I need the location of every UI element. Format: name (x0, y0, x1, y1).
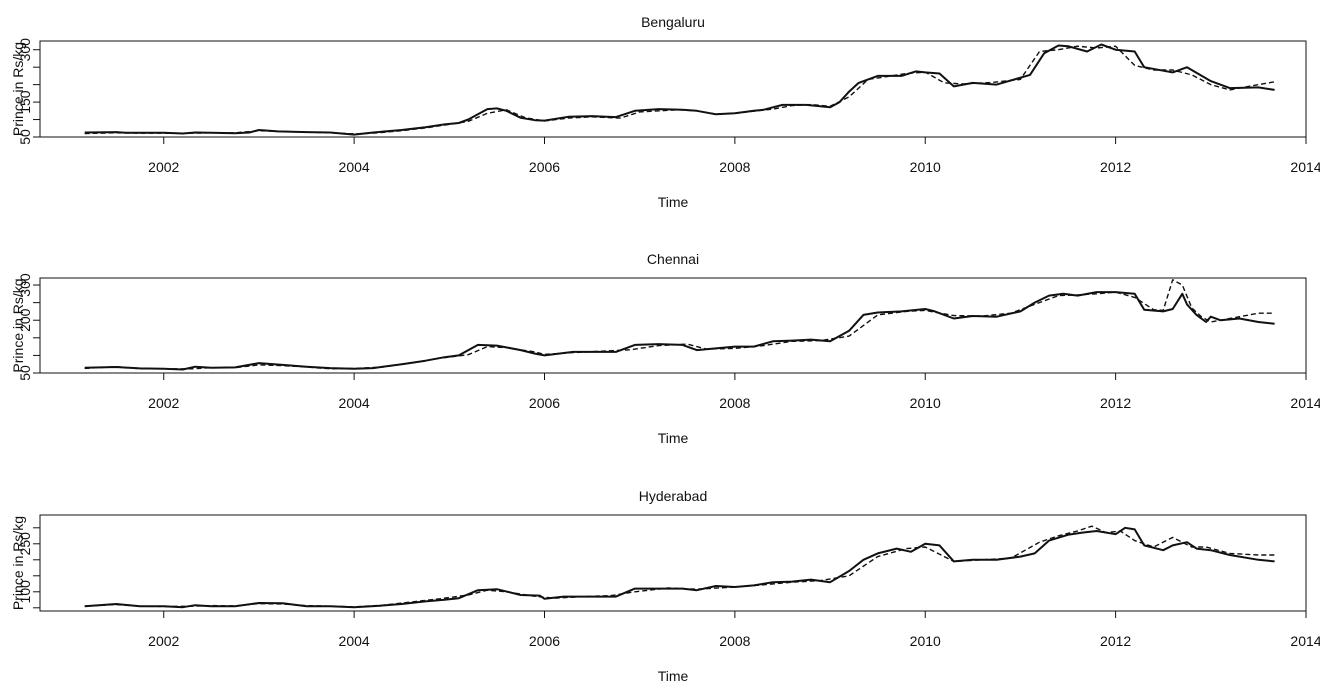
plot-frame (39, 40, 1307, 138)
x-tick-label: 2004 (339, 633, 370, 649)
x-tick-label: 2008 (719, 159, 750, 175)
x-tick-label: 2012 (1100, 159, 1131, 175)
x-tick-label: 2012 (1100, 395, 1131, 411)
x-tick-label: 2008 (719, 633, 750, 649)
panel-chennai: Chennai 2002 2004 2006 2008 2010 2012 2014 50 200… (10, 251, 1320, 446)
x-axis-label: Time (658, 194, 689, 210)
x-tick-label: 2014 (1290, 633, 1320, 649)
x-tick-label: 2014 (1290, 159, 1320, 175)
y-tick-label: 50 (17, 365, 33, 381)
y-axis-label: Prince in Rs/kg (10, 42, 26, 136)
x-tick-label: 2010 (910, 159, 941, 175)
x-tick-label: 2002 (148, 395, 179, 411)
y-axis-label: Prince in Rs/kg (10, 278, 26, 372)
y-tick-label: 250 (17, 532, 33, 556)
y-tick-label: 300 (17, 38, 33, 62)
x-tick-label: 2010 (910, 395, 941, 411)
x-tick-label: 2002 (148, 159, 179, 175)
series-line-dashed (84, 525, 1275, 608)
x-axis-label: Time (658, 668, 689, 684)
y-tick-label: 50 (17, 129, 33, 145)
series-line-solid (84, 291, 1275, 371)
plot-frame (39, 514, 1307, 612)
x-tick-label: 2014 (1290, 395, 1320, 411)
x-tick-label: 2008 (719, 395, 750, 411)
y-tick-label: 100 (17, 580, 33, 604)
y-tick-label: 150 (17, 90, 33, 114)
panel-bengaluru: Bengaluru 2002 2004 2006 2008 2010 2012 2014 50 1… (10, 14, 1320, 210)
series-line-dashed (84, 45, 1275, 135)
x-tick-label: 2006 (529, 159, 560, 175)
y-tick-label: 200 (17, 308, 33, 332)
x-tick-label: 2006 (529, 633, 560, 649)
series-line-solid (84, 43, 1275, 136)
series-line-solid (84, 526, 1275, 609)
x-tick-label: 2012 (1100, 633, 1131, 649)
panel-title: Bengaluru (641, 14, 705, 30)
x-tick-label: 2004 (339, 159, 370, 175)
panel-title: Chennai (647, 251, 699, 267)
y-axis-label: Prince in Rs/kg (10, 516, 26, 610)
x-tick-label: 2002 (148, 633, 179, 649)
series-line-dashed (84, 279, 1275, 370)
x-axis-label: Time (658, 430, 689, 446)
plot-frame (39, 277, 1307, 374)
panel-hyderabad: Hyderabad 2002 2004 2006 2008 2010 2012 2014 100… (10, 488, 1320, 684)
x-tick-label: 2006 (529, 395, 560, 411)
x-tick-label: 2010 (910, 633, 941, 649)
x-tick-label: 2004 (339, 395, 370, 411)
panel-title: Hyderabad (639, 488, 708, 504)
y-tick-label: 300 (17, 273, 33, 297)
